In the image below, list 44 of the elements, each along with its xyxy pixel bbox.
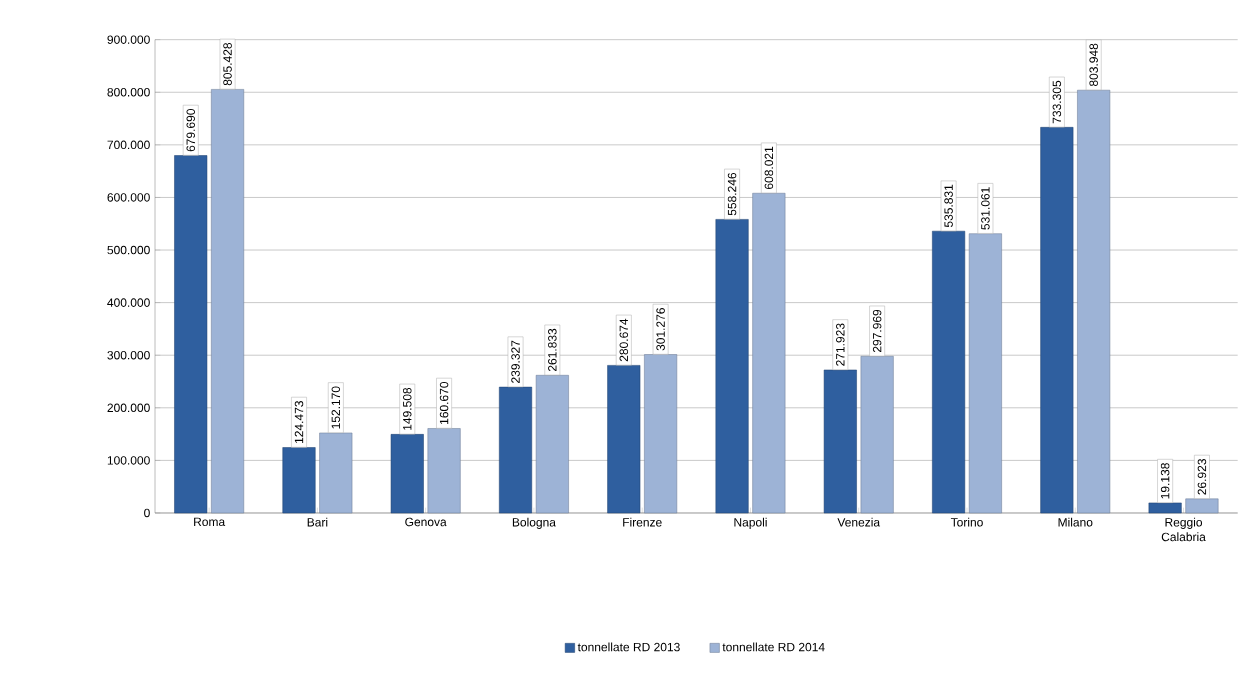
bar <box>1148 502 1182 514</box>
data-label: 19.138 <box>1160 463 1170 499</box>
y-tick-label: 300.000 <box>107 350 150 360</box>
y-tick-label: 0 <box>144 508 150 518</box>
data-label: 297.969 <box>872 309 882 353</box>
y-tick-label: 700.000 <box>107 140 150 150</box>
y-tick-label: 400.000 <box>107 298 150 307</box>
data-label: 152.170 <box>331 386 341 429</box>
data-label: 608.021 <box>764 146 774 190</box>
x-tick-label: Roma <box>194 517 226 527</box>
data-label: 26.923 <box>1197 459 1207 495</box>
data-label: 261.833 <box>548 328 557 372</box>
y-tick-label: 100.000 <box>107 456 150 465</box>
data-label: 558.246 <box>727 172 737 216</box>
legend-label: tonnellate RD 2013 <box>577 642 680 652</box>
x-tick-label: Genova <box>405 517 447 527</box>
data-label: 531.061 <box>981 187 990 230</box>
data-label: 301.276 <box>656 308 665 351</box>
x-tick-label: Bari <box>307 517 328 527</box>
data-label: 239.327 <box>511 340 520 383</box>
x-tick-label: Bologna <box>512 517 556 529</box>
x-tick-label: Torino <box>950 517 983 527</box>
data-label: 803.948 <box>1089 43 1098 87</box>
data-label: 124.473 <box>294 401 304 444</box>
y-tick-label: 200.000 <box>107 403 150 413</box>
legend-label: tonnellate RD 2014 <box>722 642 825 652</box>
data-label: 733.305 <box>1052 80 1062 124</box>
x-tick-label: Napoli <box>734 517 767 529</box>
data-label: 149.508 <box>403 387 412 430</box>
bar <box>282 447 316 514</box>
data-label: 805.428 <box>223 42 232 86</box>
data-label: 160.670 <box>439 381 449 424</box>
y-tick-label: 900.000 <box>107 35 150 44</box>
data-label: 280.674 <box>619 318 629 362</box>
y-tick-label: 600.000 <box>107 193 150 202</box>
x-tick-label: Firenze <box>623 517 662 527</box>
data-label: 679.690 <box>186 109 195 152</box>
x-tick-label: Reggio Calabria <box>1161 517 1206 542</box>
x-tick-label: Milano <box>1058 517 1093 527</box>
data-label: 271.923 <box>836 323 845 366</box>
y-tick-label: 800.000 <box>107 88 150 97</box>
data-label: 535.831 <box>944 184 953 228</box>
x-tick-label: Venezia <box>837 517 881 527</box>
y-tick-label: 500.000 <box>107 245 150 255</box>
